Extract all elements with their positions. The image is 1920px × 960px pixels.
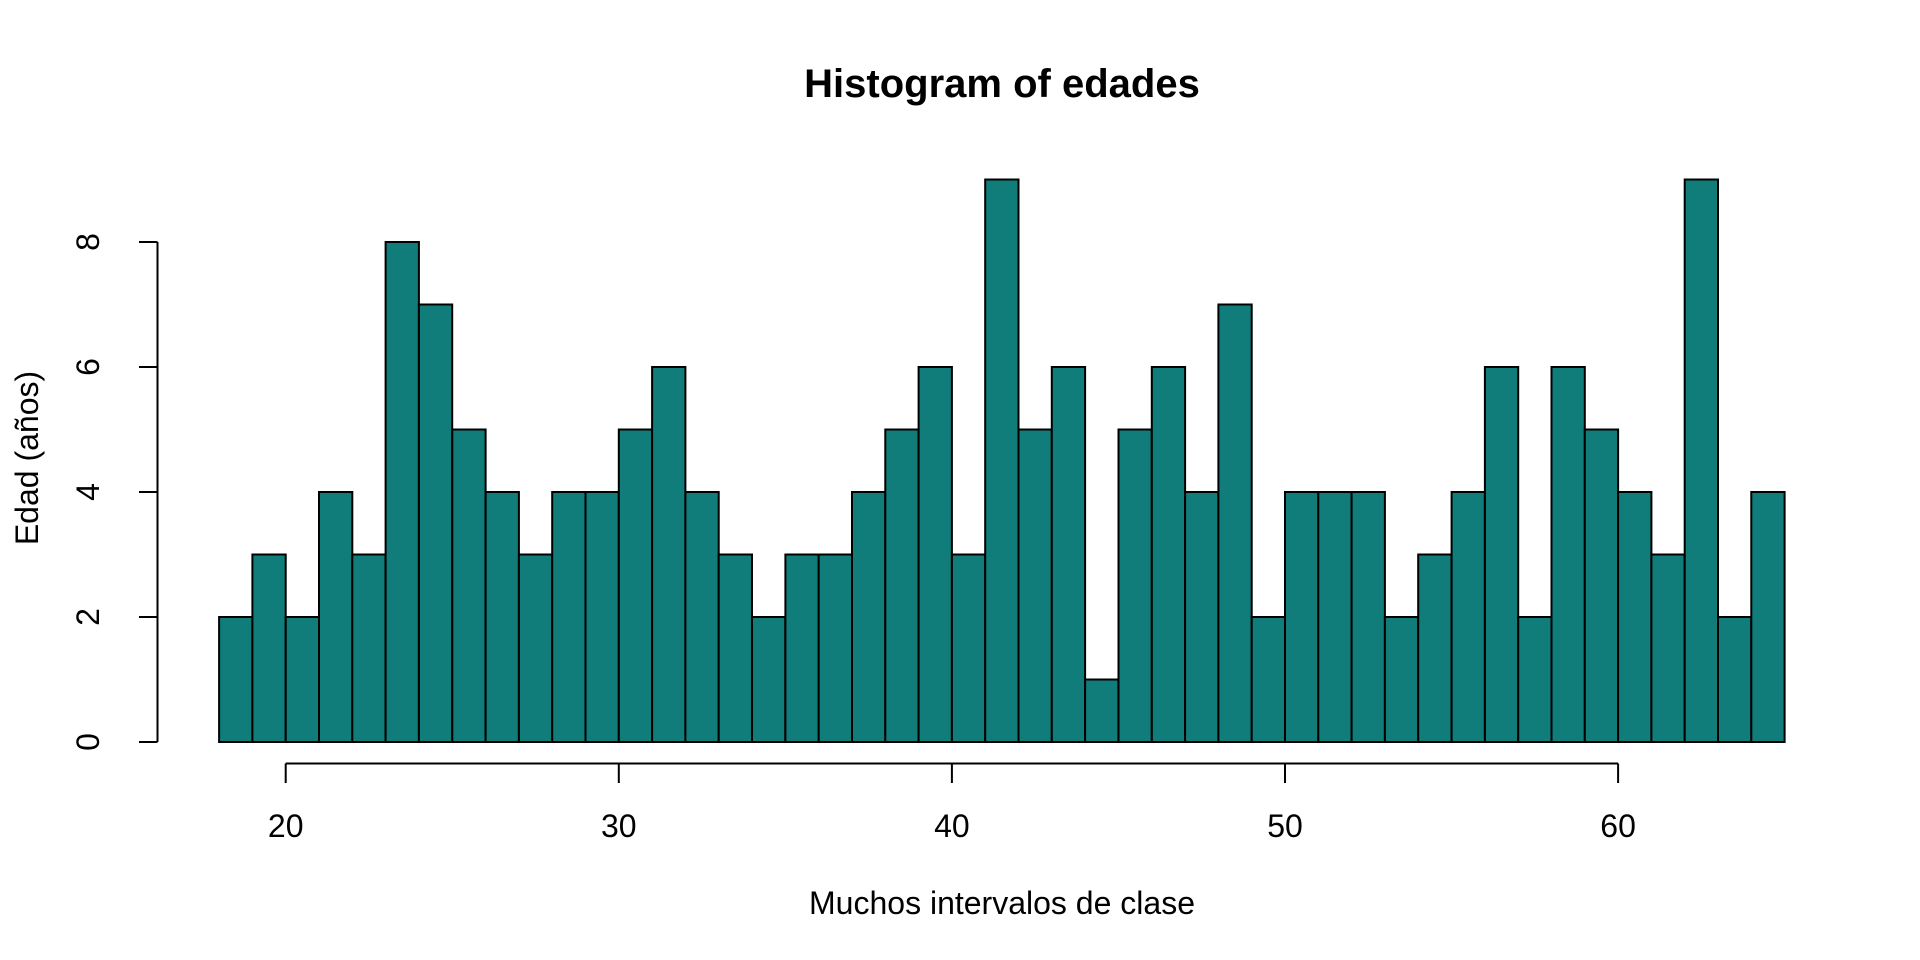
histogram-bar xyxy=(551,491,587,743)
histogram-bar xyxy=(1517,616,1553,743)
histogram-bar xyxy=(417,303,454,743)
bars-group xyxy=(218,178,1786,743)
histogram-bar xyxy=(1150,366,1187,743)
y-tick-label: 4 xyxy=(70,483,106,501)
histogram-bar xyxy=(1683,178,1719,743)
histogram-bar xyxy=(1550,366,1586,743)
histogram-bar xyxy=(517,553,554,743)
histogram-bar xyxy=(1583,428,1620,743)
histogram-bar xyxy=(651,366,687,743)
histogram-bar xyxy=(717,553,754,743)
x-axis: 20 30 40 50 60 xyxy=(268,762,1636,844)
histogram-bar xyxy=(950,553,987,743)
y-tick-label: 0 xyxy=(70,733,106,751)
x-tick-label: 30 xyxy=(601,808,637,844)
x-tick-label: 40 xyxy=(934,808,970,844)
histogram-bar xyxy=(684,491,720,743)
histogram-bar xyxy=(1217,303,1253,743)
histogram-bar xyxy=(1117,428,1153,743)
histogram-bar xyxy=(1050,366,1087,743)
histogram-bar xyxy=(884,428,920,743)
y-tick-label: 8 xyxy=(70,233,106,251)
y-tick-label: 6 xyxy=(70,358,106,376)
y-axis-title: Edad (años) xyxy=(9,371,45,545)
x-axis-title: Muchos intervalos de clase xyxy=(809,885,1195,921)
x-tick-label: 20 xyxy=(268,808,304,844)
histogram-bar xyxy=(751,616,787,743)
histogram-bar xyxy=(584,491,620,743)
histogram-bar xyxy=(1284,491,1320,743)
x-tick-label: 50 xyxy=(1267,808,1303,844)
y-axis: 0 2 4 6 8 xyxy=(70,233,159,751)
histogram-bar xyxy=(251,553,287,743)
histogram-bar xyxy=(318,491,354,743)
y-tick-label: 2 xyxy=(70,608,106,626)
histogram-bar xyxy=(1417,553,1453,743)
histogram-bar xyxy=(1650,553,1686,743)
histogram-bar xyxy=(218,616,254,743)
histogram-bar xyxy=(817,553,854,743)
histogram-bar xyxy=(1450,491,1486,743)
histogram-bar xyxy=(617,428,654,743)
histogram-bar xyxy=(484,491,520,743)
histogram-bar xyxy=(1483,366,1520,743)
histogram-bar xyxy=(1250,616,1286,743)
histogram-bar xyxy=(1350,491,1386,743)
histogram-bar xyxy=(1750,491,1786,743)
histogram-bar xyxy=(1717,616,1753,743)
histogram-bar xyxy=(384,241,420,743)
histogram-bar xyxy=(1017,428,1053,743)
histogram-bar xyxy=(1084,678,1120,743)
histogram-bar xyxy=(1617,491,1653,743)
histogram-bar xyxy=(1317,491,1353,743)
histogram-bar xyxy=(1383,616,1420,743)
histogram-bar xyxy=(984,178,1020,743)
histogram-bar xyxy=(284,616,321,743)
histogram-bar xyxy=(1184,491,1220,743)
chart-title: Histogram of edades xyxy=(804,62,1200,106)
x-tick-label: 60 xyxy=(1600,808,1636,844)
histogram-bar xyxy=(451,428,487,743)
histogram-bar xyxy=(851,491,887,743)
histogram-bar xyxy=(784,553,820,743)
histogram-bar xyxy=(351,553,387,743)
histogram-bar xyxy=(917,366,953,743)
